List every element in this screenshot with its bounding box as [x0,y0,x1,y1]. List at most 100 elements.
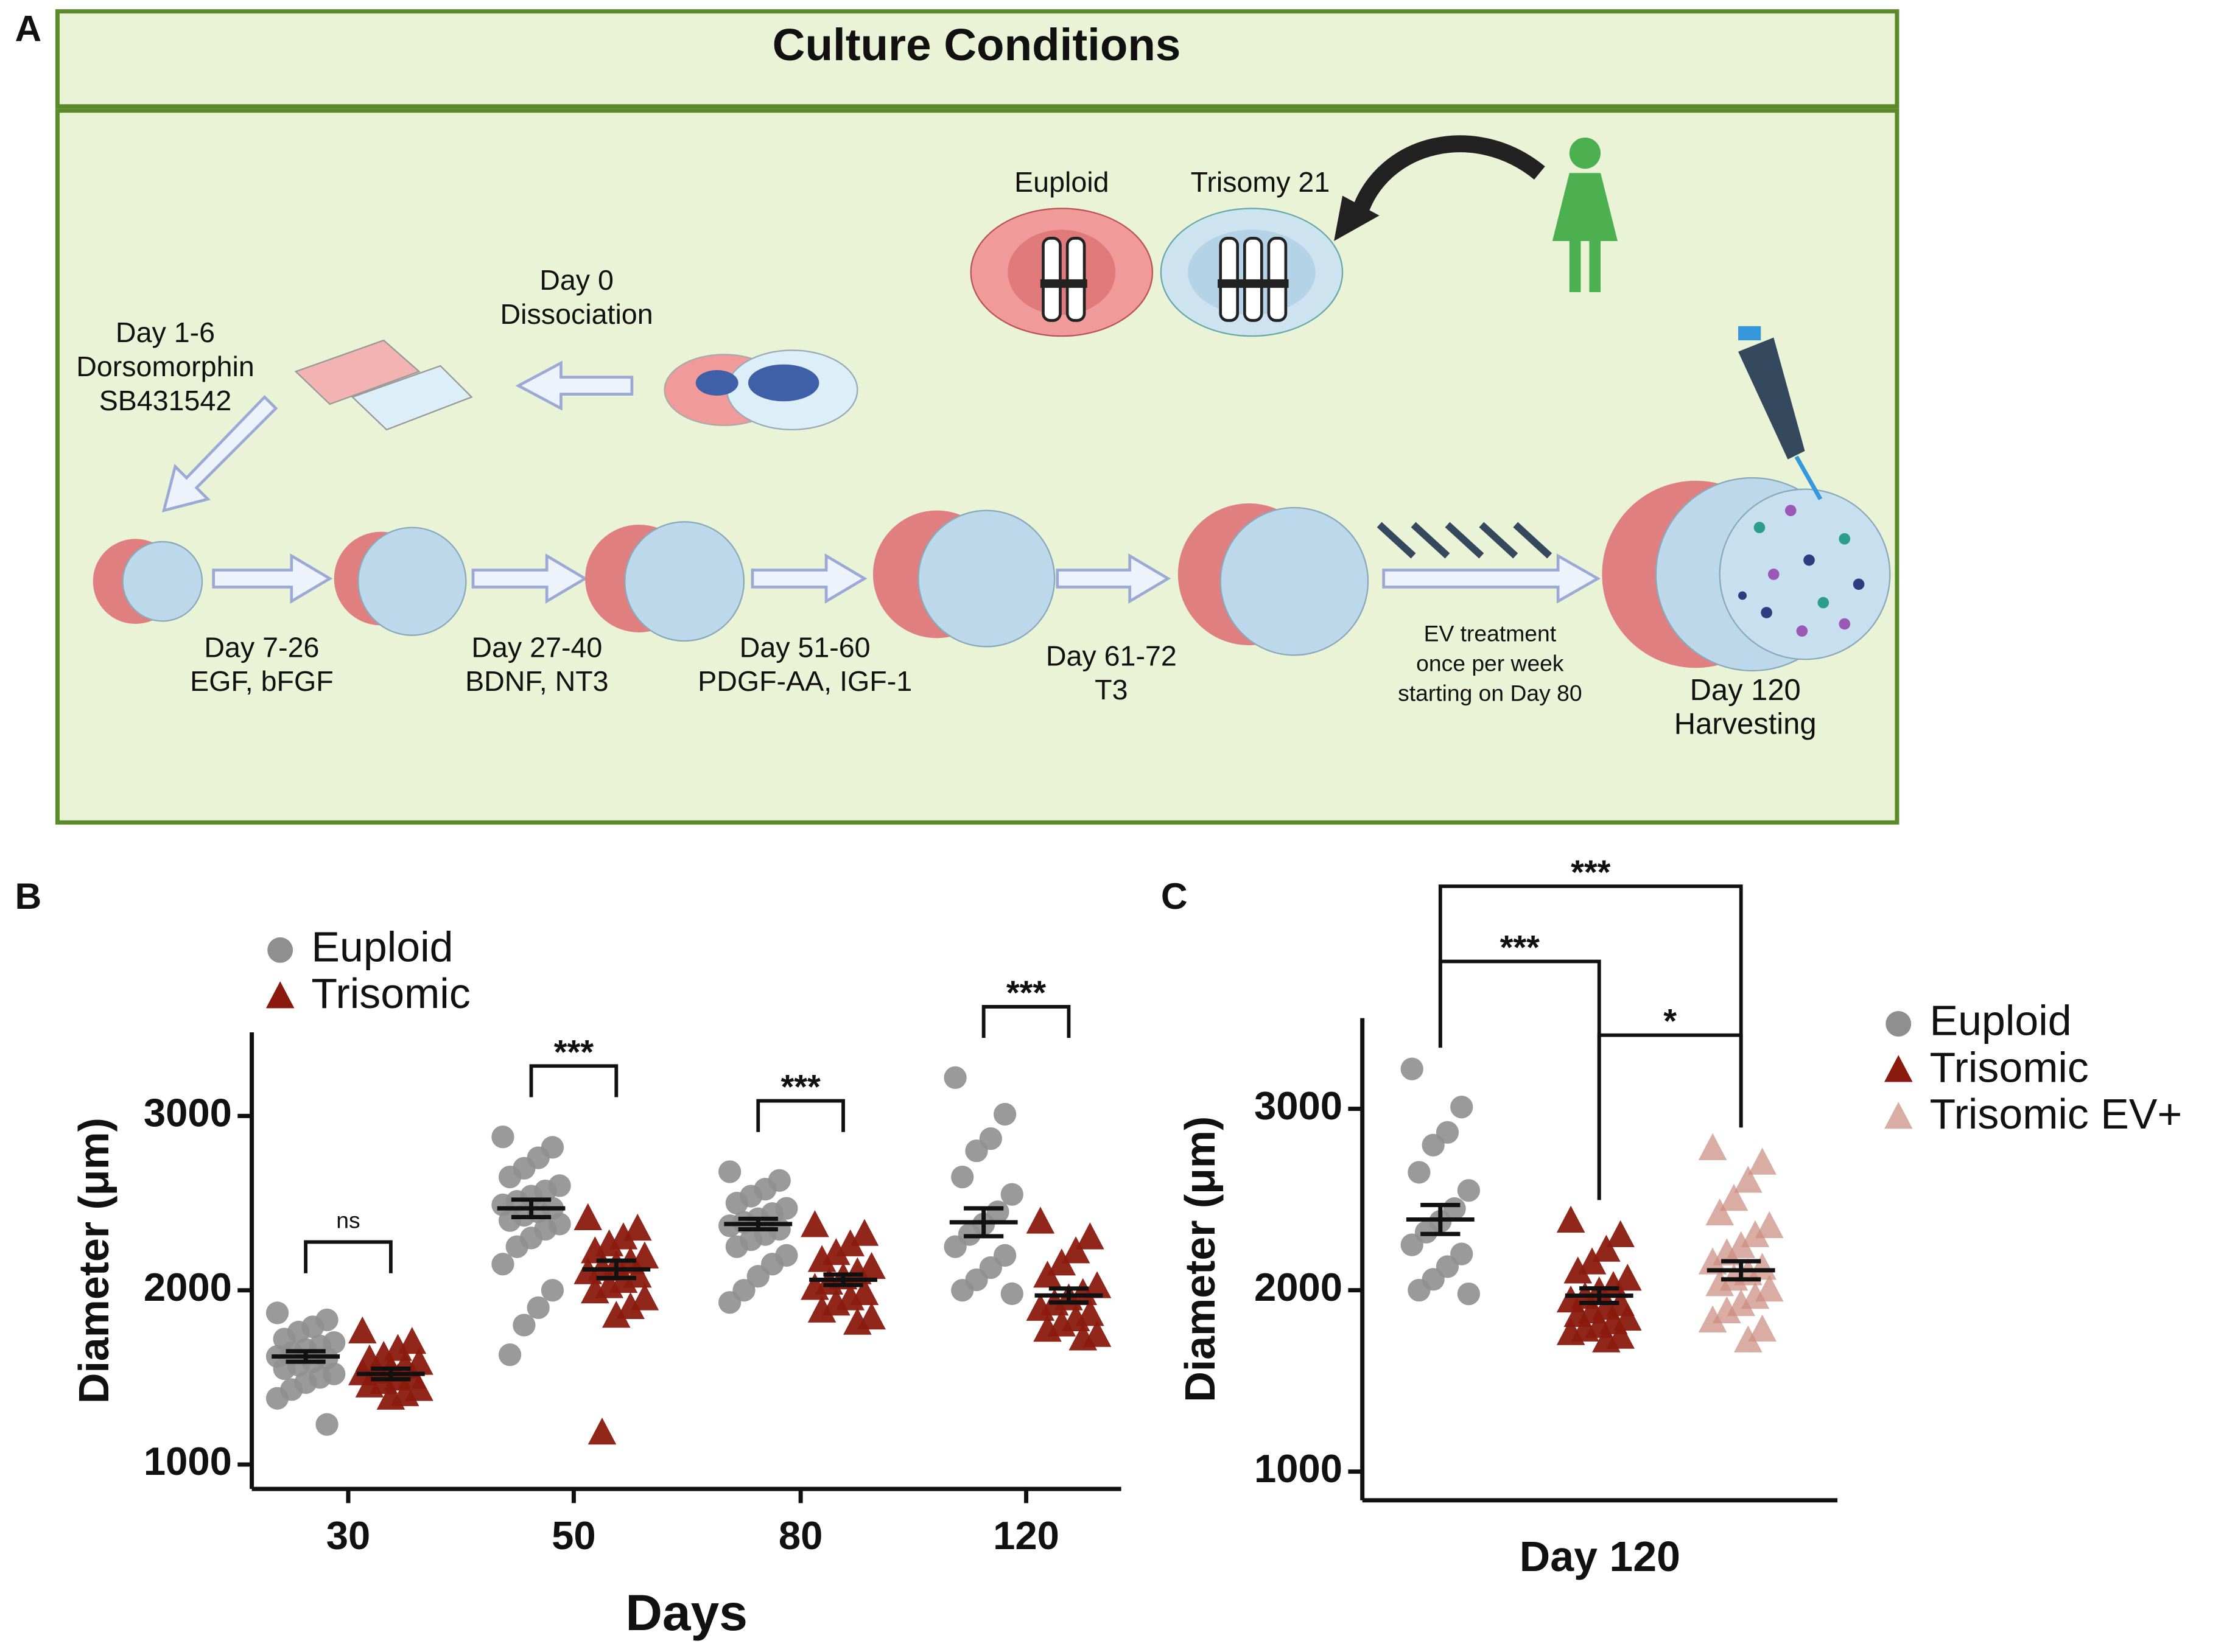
point [1698,1133,1727,1160]
point [965,1139,988,1163]
point [1000,1183,1023,1206]
point [1026,1206,1055,1234]
point [1563,1256,1593,1284]
step-label: once per week [1416,650,1564,676]
legend-label: Trisomic EV+ [1930,1090,2183,1138]
point [1076,1222,1104,1250]
well-plate [351,365,473,431]
step-label: Day 61-72 [1046,640,1177,671]
x-axis-label: Days [625,1584,747,1641]
significance-label: * [1663,1002,1677,1040]
step-label: starting on Day 80 [1398,680,1582,705]
point [1047,1248,1076,1276]
point [609,1222,638,1250]
point [1408,1279,1431,1302]
significance-label: ns [336,1208,360,1233]
significance-label: *** [1006,973,1047,1012]
point [1748,1147,1777,1175]
point [1727,1231,1755,1258]
point [807,1245,837,1272]
point [348,1316,377,1344]
point [850,1219,879,1246]
point [1705,1198,1735,1226]
point [541,1279,564,1302]
point [1705,1269,1735,1297]
panel-label: A [15,7,42,49]
point [836,1229,865,1256]
point [491,1125,514,1149]
point [843,1307,872,1335]
ev-dots [1738,505,1865,637]
point [398,1326,427,1354]
point [1457,1282,1481,1306]
x-tick-label: 50 [552,1513,596,1558]
significance-label: *** [554,1032,594,1071]
y-tick-label: 2000 [144,1265,232,1309]
point [315,1413,339,1436]
x-tick-label: 120 [993,1513,1059,1558]
panel-label: C [1161,875,1188,917]
point [1734,1166,1763,1193]
point [1408,1161,1431,1184]
step-label: Day 27-40 [471,631,602,663]
y-tick-label: 1000 [1254,1446,1342,1491]
step-label: T3 [1095,674,1128,705]
significance-bracket [981,1005,1071,1038]
person-icon [1552,137,1618,292]
step-label: Day 120 [1690,674,1801,707]
well-plate [294,339,421,405]
point [355,1370,384,1398]
point [1400,1233,1423,1256]
arrow-head [1334,195,1380,242]
point [1082,1271,1112,1298]
y-axis-label: Diameter (μm) [1176,1116,1224,1402]
point [725,1235,748,1258]
step-label: SB431542 [99,385,232,416]
point [807,1295,837,1323]
point [1698,1305,1727,1332]
diagram: Culture Conditions Euploid Trisomy 21 [55,9,1900,825]
x-tick-label: 80 [779,1513,823,1558]
point [1061,1236,1090,1264]
point [1033,1261,1062,1288]
point [616,1292,645,1319]
point [725,1191,748,1215]
step-label: EV treatment [1424,621,1557,646]
point [513,1314,536,1337]
point [1068,1323,1098,1351]
point [1713,1296,1741,1324]
colonies [748,364,819,402]
y-tick-label: 3000 [144,1091,232,1135]
point [1755,1211,1784,1238]
significance-label: *** [1500,928,1540,967]
point [265,1387,289,1410]
step-label: Day 7-26 [204,631,319,663]
point [1026,1293,1055,1321]
point [574,1203,603,1230]
point [951,1165,974,1189]
step-label: Day 51-60 [740,631,871,663]
step-label: EGF, bFGF [190,665,334,697]
legend-label: Euploid [1930,996,2072,1044]
point [822,1237,851,1265]
legend-marker [267,937,293,963]
step-label: Day 1-6 [116,317,215,348]
point [1727,1289,1755,1317]
legend-label: Euploid [311,923,453,970]
point [1556,1205,1585,1233]
point [822,1288,851,1316]
significance-bracket [1438,884,1743,1128]
legend-marker [265,981,295,1009]
legend-label: Trisomic [311,970,470,1017]
chromosome-bands [1040,279,1289,288]
legend-marker [1885,1011,1912,1037]
point [718,1160,742,1183]
point [1755,1275,1784,1302]
point [944,1235,967,1258]
point [1556,1318,1585,1345]
point [1748,1314,1777,1342]
step-label: Dorsomorphin [76,351,254,382]
point [1719,1184,1749,1211]
point [1613,1264,1642,1291]
